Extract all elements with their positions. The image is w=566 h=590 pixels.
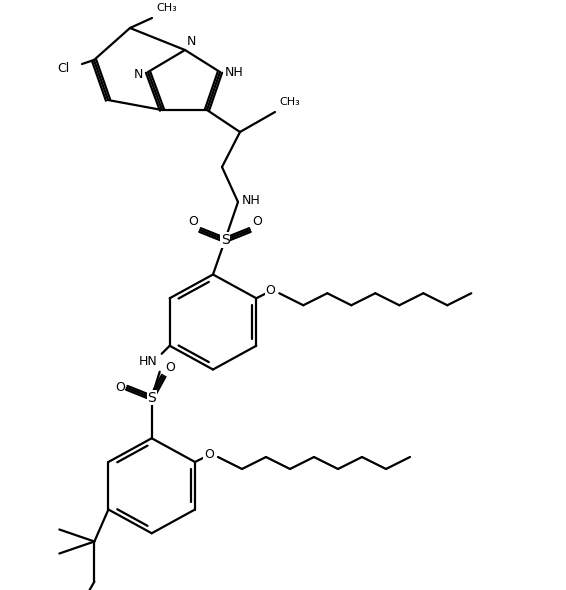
Text: CH₃: CH₃ <box>279 97 300 107</box>
Text: O: O <box>188 215 198 228</box>
Text: N: N <box>134 67 143 80</box>
Text: S: S <box>221 233 229 247</box>
Text: Cl: Cl <box>58 61 70 74</box>
Text: O: O <box>204 447 214 461</box>
Text: O: O <box>265 284 275 297</box>
Text: O: O <box>115 381 125 394</box>
Text: S: S <box>147 391 156 405</box>
Text: NH: NH <box>225 65 244 78</box>
Text: O: O <box>166 360 175 373</box>
Text: O: O <box>252 215 262 228</box>
Text: HN: HN <box>139 355 158 368</box>
Text: NH: NH <box>242 194 261 206</box>
Text: CH₃: CH₃ <box>156 3 177 13</box>
Text: N: N <box>187 35 196 48</box>
